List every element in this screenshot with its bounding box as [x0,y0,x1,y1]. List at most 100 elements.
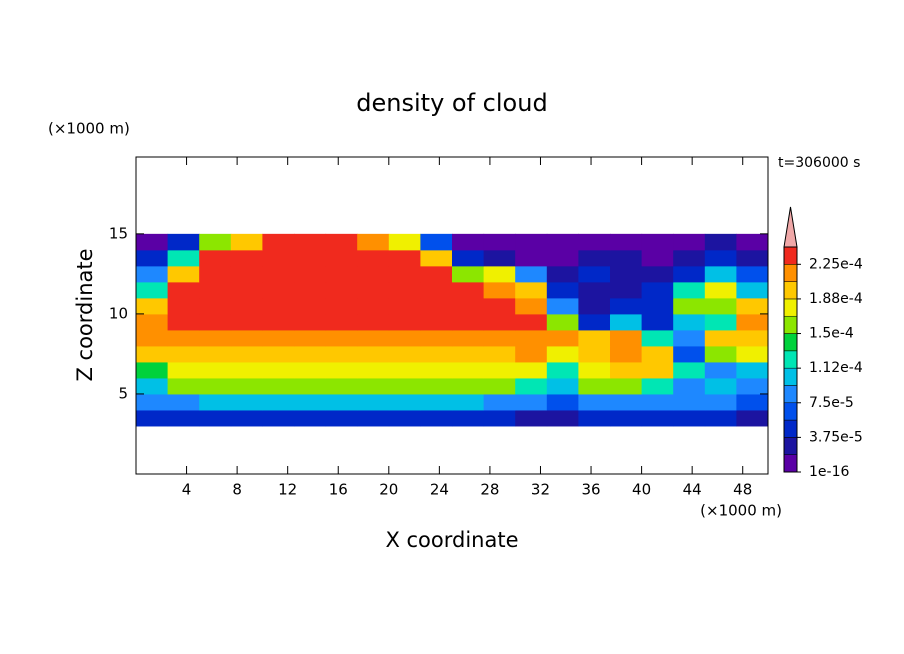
contour-cell [167,329,200,347]
contour-cell [388,313,421,331]
contour-cell [388,265,421,283]
contour-cell [515,233,548,251]
contour-cell [294,313,327,331]
contour-cell [483,329,516,347]
contour-cell [325,377,358,395]
x-tick-label: 28 [480,481,499,499]
contour-cell [136,345,169,363]
contour-cell [578,329,611,347]
contour-cell [641,345,674,363]
contour-cell [736,329,769,347]
colorbar-band [783,419,798,438]
contour-cell [167,233,200,251]
contour-cell [546,409,579,427]
contour-cell [704,361,737,379]
contour-cell [325,313,358,331]
contour-cell [610,297,643,315]
contour-cell [546,265,579,283]
colorbar-label: 1.88e-4 [809,291,863,307]
colorbar-label: 3.75e-5 [809,429,863,445]
contour-cell [357,377,390,395]
contour-cell [199,249,232,267]
contour-cell [357,409,390,427]
contour-cell [388,281,421,299]
contour-cell [578,361,611,379]
colorbar-band [783,385,798,404]
contour-cell [199,281,232,299]
contour-cell [673,281,706,299]
colorbar-band [783,264,798,282]
contour-cell [452,313,485,331]
contour-cell [357,393,390,411]
contour-cell [262,281,295,299]
contour-cell [736,361,769,379]
contour-cell [357,249,390,267]
contour-cell [546,361,579,379]
contour-cell [578,393,611,411]
contour-cell [483,345,516,363]
colorbar-band [783,298,798,317]
contour-cell [199,297,232,315]
contour-cell [199,377,232,395]
x-tick-label: 48 [733,481,752,499]
contour-cell [230,377,263,395]
contour-cell [230,297,263,315]
contour-cell [736,313,769,331]
contour-cell [704,345,737,363]
contour-cell [388,329,421,347]
contour-cell [388,233,421,251]
contour-cell [199,409,232,427]
contour-cell [199,233,232,251]
contour-cell [673,233,706,251]
contour-cell [230,281,263,299]
x-unit-label: (×1000 m) [700,502,782,520]
contour-cell [515,281,548,299]
contour-cell [452,409,485,427]
contour-cell [673,249,706,267]
contour-cell [546,313,579,331]
contour-cell [136,265,169,283]
colorbar-label: 7.5e-5 [809,395,854,411]
contour-cell [610,265,643,283]
contour-cell [736,249,769,267]
y-axis-label: Z coordinate [73,248,97,381]
contour-cell [641,409,674,427]
contour-cell [610,345,643,363]
contour-cell [167,297,200,315]
contour-cell [578,345,611,363]
contour-cell [673,265,706,283]
contour-cell [483,249,516,267]
contour-cell [610,329,643,347]
contour-cell [136,249,169,267]
contour-cell [167,281,200,299]
colorbar-band [783,454,798,473]
contour-cell [262,361,295,379]
contour-cell [578,249,611,267]
y-tick-label: 5 [118,384,128,402]
contour-cell [673,297,706,315]
contour-cell [704,265,737,283]
contour-cell [167,265,200,283]
contour-cell [673,409,706,427]
contour-cell [736,393,769,411]
contour-cell [704,329,737,347]
contour-cell [167,249,200,267]
contour-cell [388,249,421,267]
contour-cell [199,345,232,363]
contour-cell [641,393,674,411]
contour-cell [136,361,169,379]
contour-cell [736,377,769,395]
contour-cell [325,265,358,283]
contour-cell [515,297,548,315]
contour-cell [641,265,674,283]
contour-cell [704,377,737,395]
colorbar-band [783,315,798,334]
contour-cell [325,393,358,411]
contour-cell [420,297,453,315]
contour-cell [136,297,169,315]
contour-cell [136,393,169,411]
x-tick-label: 4 [182,481,192,499]
contour-cell [325,297,358,315]
contour-cell [452,297,485,315]
